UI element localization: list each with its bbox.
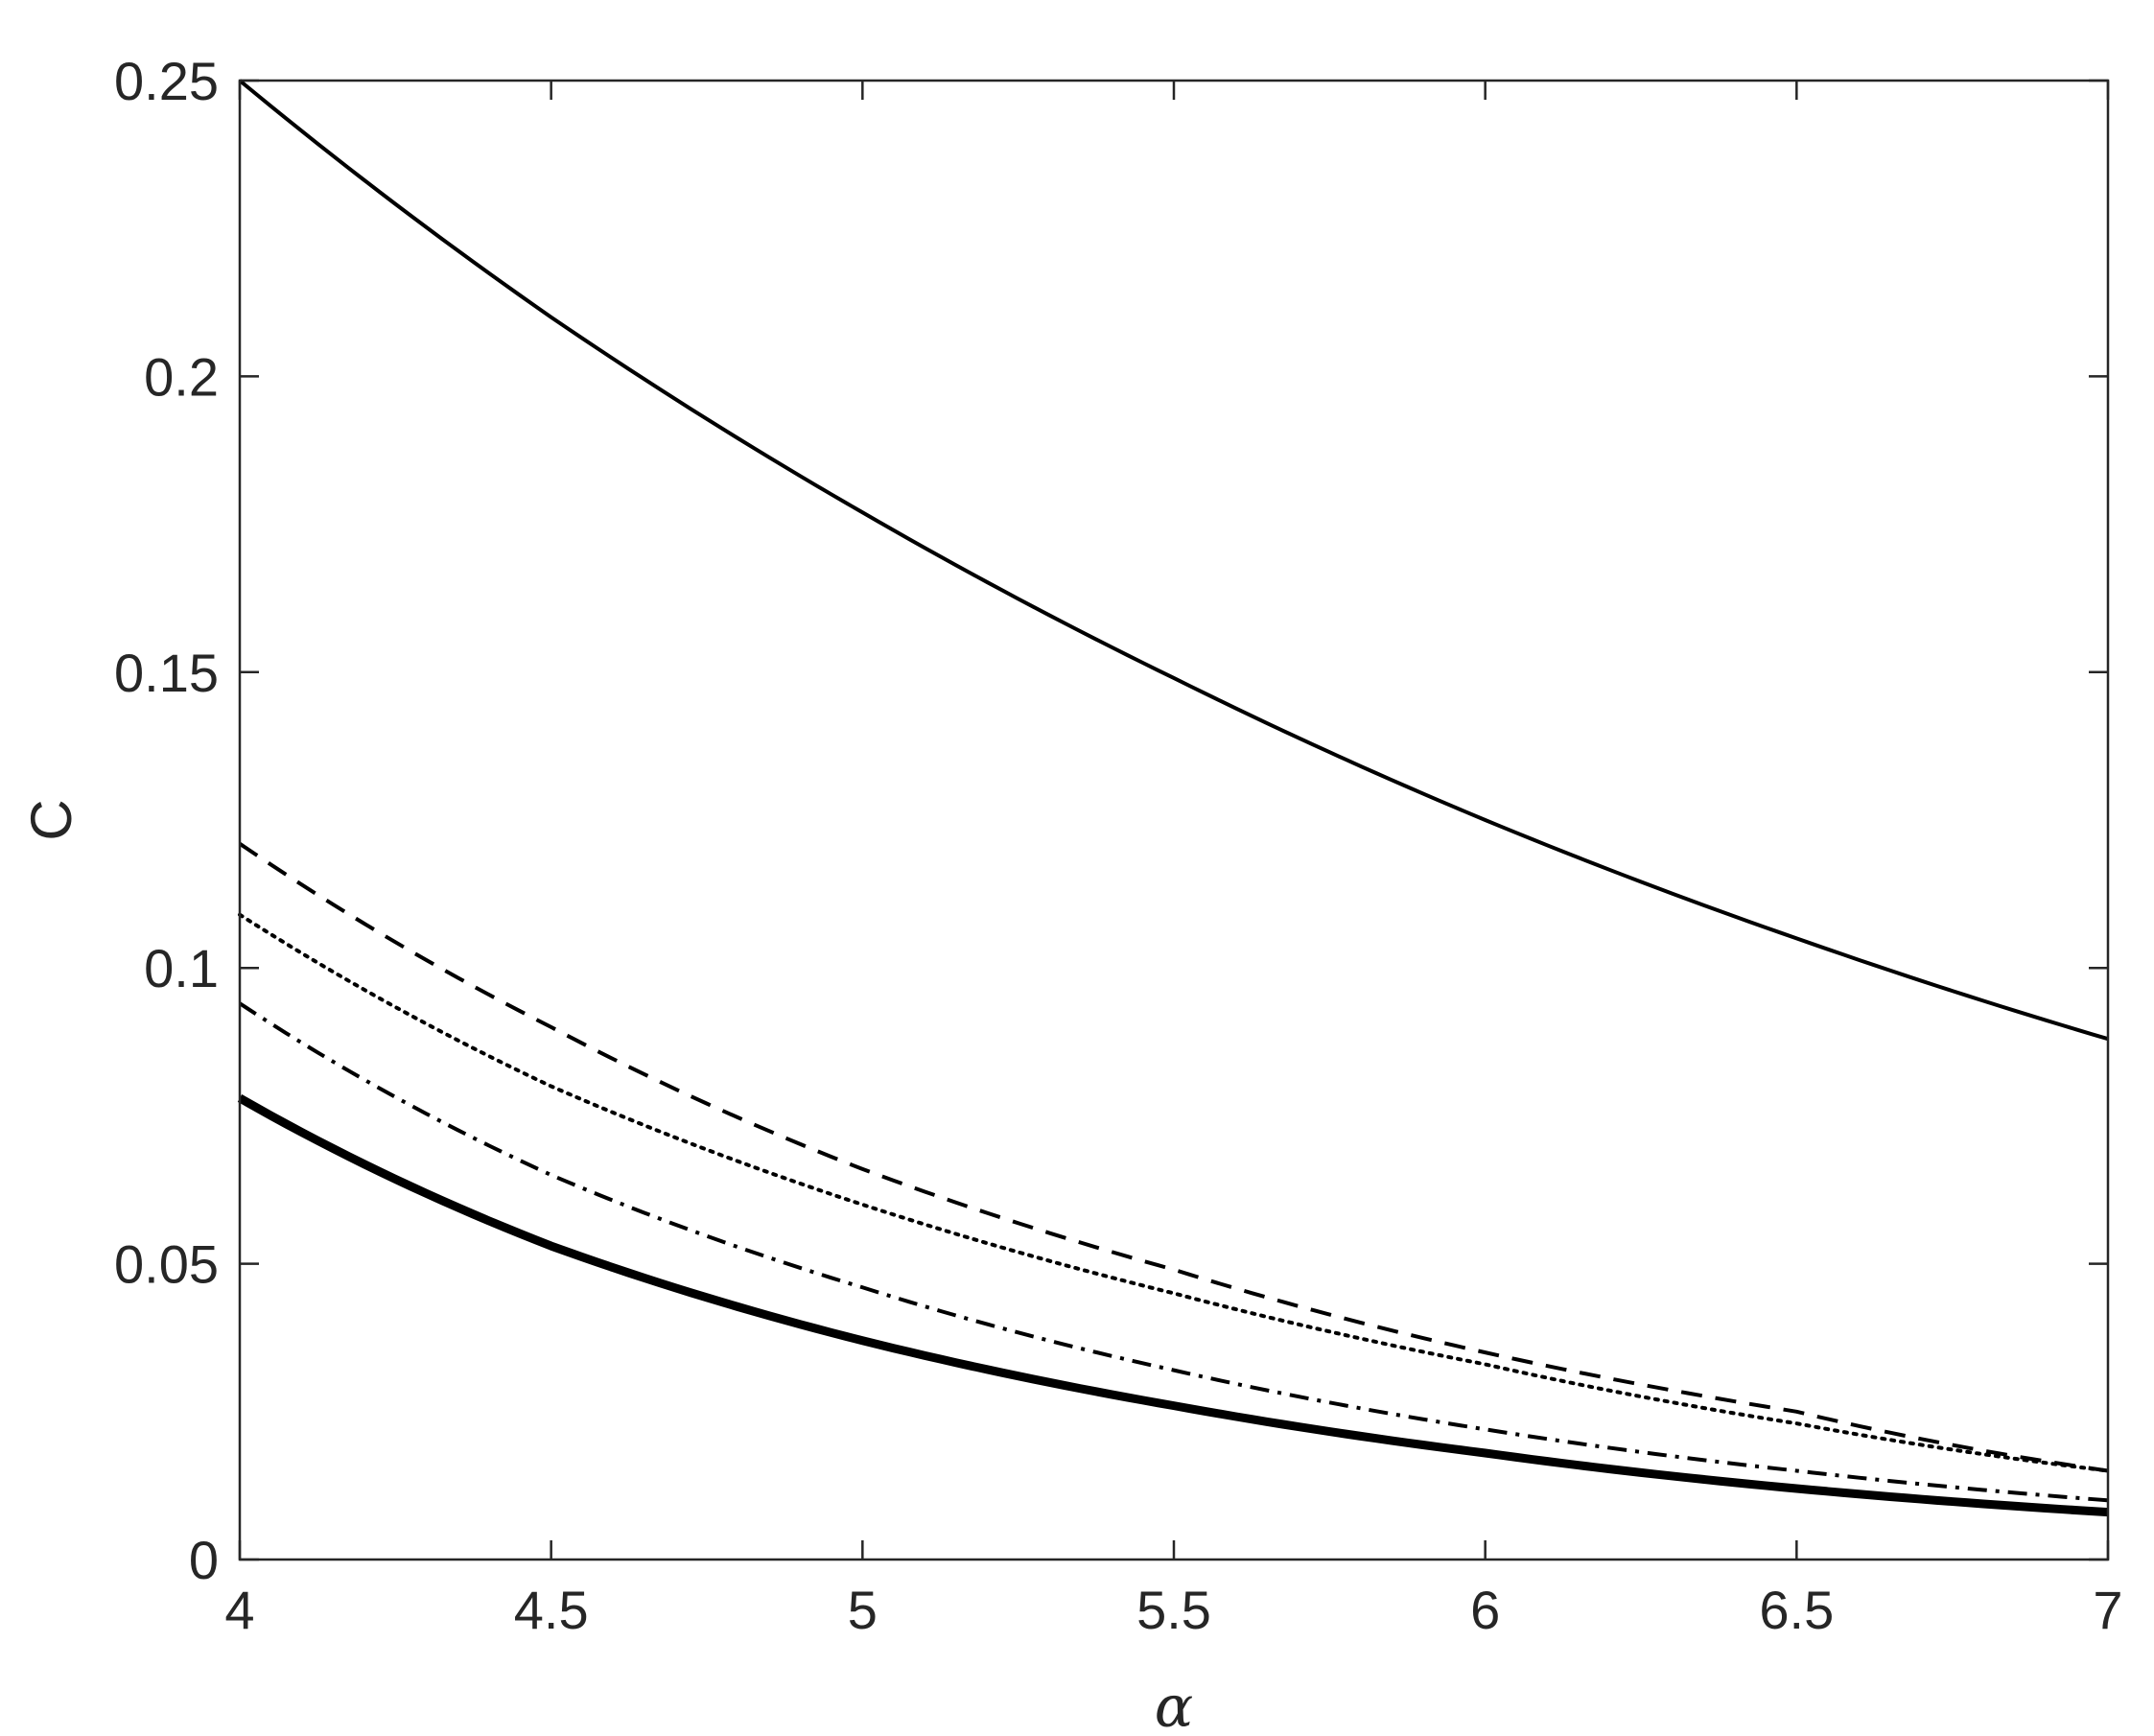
x-tick-label: 6	[1470, 1580, 1500, 1640]
x-tick-label: 7	[2093, 1580, 2122, 1640]
y-axis-title: C	[19, 799, 83, 840]
y-tick-label: 0	[189, 1530, 219, 1590]
series-line-4	[238, 1001, 2109, 1503]
x-tick-label: 4	[224, 1580, 254, 1640]
y-tick-label: 0.1	[144, 938, 219, 998]
series-line-1	[238, 79, 2109, 1042]
y-tick-label: 0.05	[114, 1234, 219, 1295]
x-tick-label: 5.5	[1136, 1580, 1211, 1640]
series-line-2	[238, 842, 2109, 1473]
y-tick-label: 0.15	[114, 643, 219, 703]
plot-background	[240, 81, 2108, 1560]
x-tick-label: 5	[848, 1580, 878, 1640]
series-lines	[237, 79, 2110, 1517]
x-tick-label: 4.5	[514, 1580, 589, 1640]
x-tick-label: 6.5	[1759, 1580, 1834, 1640]
tick-labels: 4 4.5 5 5.5 6 6.5 7 0 0.05 0.1 0.15 0.2 0.25	[114, 51, 2123, 1640]
y-tick-label: 0.25	[114, 51, 219, 111]
x-axis-title: α	[1155, 1674, 1194, 1736]
y-tick-label: 0.2	[144, 346, 219, 407]
plot-frame	[238, 79, 2110, 1561]
series-line-3	[238, 912, 2110, 1473]
series-line-5	[237, 1093, 2109, 1517]
